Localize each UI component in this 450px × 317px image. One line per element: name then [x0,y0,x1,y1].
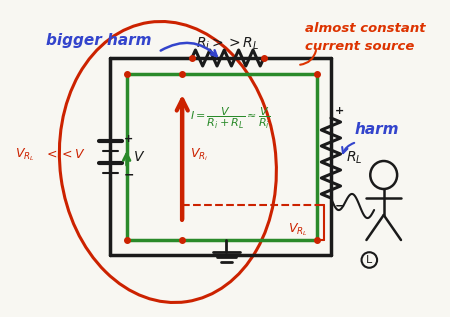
Text: −: − [335,200,345,213]
Text: $V_{R_L}$: $V_{R_L}$ [288,222,307,238]
Text: $R_i >> R_L$: $R_i >> R_L$ [196,36,260,52]
Text: $V_{R_L}$: $V_{R_L}$ [15,147,35,163]
Text: $V_{R_i}$: $V_{R_i}$ [190,147,208,163]
Text: $<< V$: $<< V$ [44,148,86,161]
Text: bigger harm: bigger harm [46,33,152,48]
Text: +: + [124,134,133,144]
Text: $R_L$: $R_L$ [346,150,363,166]
Text: L: L [366,255,373,265]
Text: +: + [335,106,344,116]
Text: almost constant
current source: almost constant current source [305,23,426,54]
Text: $\mathit{I} = \dfrac{V}{R_i+R_L} \approx \dfrac{V}{R_i}$: $\mathit{I} = \dfrac{V}{R_i+R_L} \approx… [190,105,270,131]
Text: harm: harm [355,122,400,138]
Text: V: V [135,150,144,164]
Text: −: − [124,169,134,182]
